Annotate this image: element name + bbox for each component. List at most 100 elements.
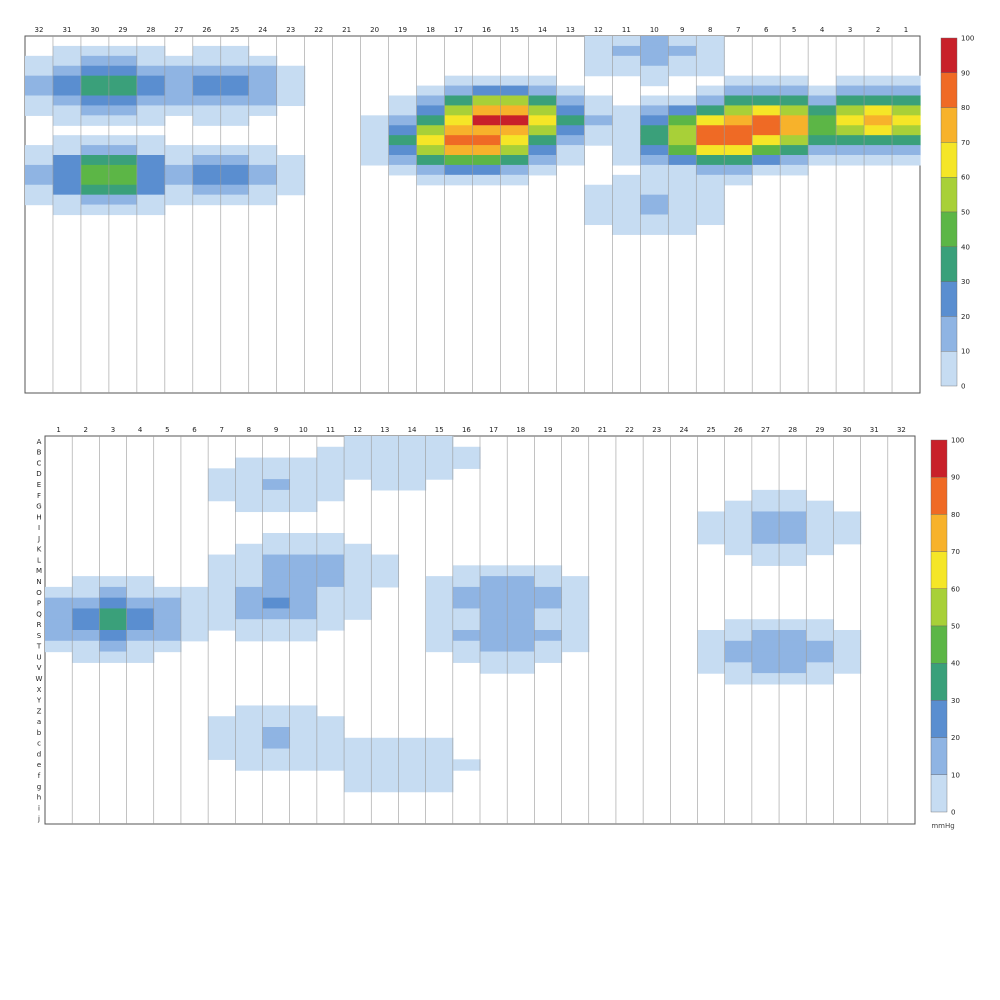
- heatmap-cell: [500, 135, 530, 146]
- heatmap-cell: [584, 45, 613, 57]
- heatmap-cell: [235, 576, 264, 588]
- heatmap-cell: [45, 619, 73, 631]
- row-label: g: [37, 783, 41, 791]
- heatmap-cell: [344, 457, 372, 469]
- x-tick-label: 18: [516, 426, 525, 434]
- heatmap-cell: [480, 586, 508, 599]
- row-label: W: [36, 675, 43, 683]
- x-tick-label: 21: [342, 26, 351, 34]
- heatmap-cell: [696, 164, 725, 176]
- heatmap-cell: [316, 446, 345, 459]
- heatmap-cell: [779, 489, 807, 502]
- heatmap-cell: [262, 597, 291, 610]
- heatmap-cell: [220, 95, 250, 107]
- heatmap-cell: [500, 85, 530, 97]
- heatmap-cell: [425, 597, 454, 610]
- heatmap-cell: [164, 145, 194, 156]
- heatmap-cell: [262, 554, 291, 566]
- row-label: K: [37, 546, 42, 554]
- heatmap-cell: [612, 155, 641, 166]
- colorbar-segment: [940, 176, 958, 213]
- heatmap-cell: [388, 125, 418, 136]
- heatmap-cell: [289, 586, 318, 599]
- x-tick-label: 10: [650, 26, 659, 34]
- heatmap-cell: [697, 662, 726, 674]
- heatmap-cell: [808, 85, 837, 97]
- heatmap-cell: [208, 619, 236, 631]
- heatmap-cell: [136, 155, 166, 166]
- x-tick-label: 19: [398, 26, 407, 34]
- heatmap-cell: [126, 630, 155, 642]
- heatmap-cell: [344, 608, 372, 620]
- heatmap-cell: [864, 125, 893, 136]
- heatmap-cell: [534, 565, 563, 577]
- row-label: J: [37, 535, 40, 543]
- heatmap-cell: [528, 125, 558, 136]
- heatmap-cell: [248, 55, 278, 67]
- heatmap-cell: [612, 45, 641, 57]
- heatmap-cell: [806, 522, 835, 534]
- heatmap-cell: [248, 95, 278, 107]
- heatmap-cell: [425, 770, 454, 782]
- heatmap-cell: [316, 457, 345, 469]
- heatmap-cell: [136, 164, 166, 176]
- heatmap-cell: [696, 105, 725, 116]
- heatmap-cell: [180, 608, 209, 620]
- heatmap-cell: [289, 630, 318, 642]
- heatmap-cell: [136, 204, 166, 216]
- heatmap-cell: [864, 155, 893, 166]
- heatmap-cell: [192, 174, 222, 186]
- colorbar-segment: [930, 439, 948, 478]
- heatmap-cell: [220, 174, 250, 186]
- colorbar-tick-label: 10: [951, 771, 960, 779]
- heatmap-cell: [220, 164, 250, 176]
- heatmap-cell: [668, 184, 697, 196]
- grid-lines: [71, 436, 889, 824]
- heatmap-cell: [668, 194, 697, 206]
- heatmap-cell: [398, 780, 427, 793]
- heatmap-cell: [500, 145, 530, 156]
- heatmap-cell: [697, 630, 726, 642]
- x-tick-label: 28: [146, 26, 155, 34]
- heatmap-cell: [696, 184, 725, 196]
- row-label: V: [37, 664, 42, 672]
- heatmap-cell: [528, 105, 558, 116]
- heatmap-cell: [556, 85, 585, 97]
- heatmap-cell: [388, 145, 418, 156]
- colorbar-tick-label: 40: [951, 660, 960, 668]
- heatmap-cell: [779, 554, 807, 566]
- heatmap-cell: [388, 155, 418, 166]
- heatmap-cell: [864, 105, 893, 116]
- heatmap-cell: [696, 174, 725, 186]
- heatmap-cell: [612, 115, 641, 126]
- heatmap-cell: [316, 489, 345, 502]
- heatmap-cell: [416, 155, 446, 166]
- row-label: L: [37, 556, 41, 564]
- heatmap-cell: [136, 105, 166, 116]
- heatmap-cell: [584, 95, 613, 107]
- heatmap-cell: [344, 737, 372, 750]
- heatmap-cell: [192, 145, 222, 156]
- heatmap-cell: [808, 95, 837, 107]
- heatmap-cell: [398, 446, 427, 459]
- heatmap-cell: [836, 155, 865, 166]
- heatmap-cell: [344, 759, 372, 771]
- heatmap-cell: [220, 155, 250, 166]
- heatmap-cell: [836, 135, 865, 146]
- heatmap-cell: [371, 759, 400, 771]
- x-tick-label: 5: [792, 26, 796, 34]
- heatmap-cell: [289, 727, 318, 739]
- heatmap-cell: [528, 155, 558, 166]
- heatmap-cell: [262, 748, 291, 760]
- heatmap-cell: [668, 115, 697, 126]
- heatmap-cell: [668, 95, 697, 107]
- colorbar-segment: [940, 351, 958, 387]
- x-tick-label: 14: [408, 426, 417, 434]
- row-label: A: [37, 438, 42, 446]
- heatmap-cell: [612, 174, 641, 186]
- heatmap-cell: [262, 533, 291, 545]
- heatmap-cell: [612, 55, 641, 67]
- heatmap-cell: [262, 468, 291, 480]
- heatmap-cell: [779, 500, 807, 513]
- heatmap-cell: [289, 705, 318, 717]
